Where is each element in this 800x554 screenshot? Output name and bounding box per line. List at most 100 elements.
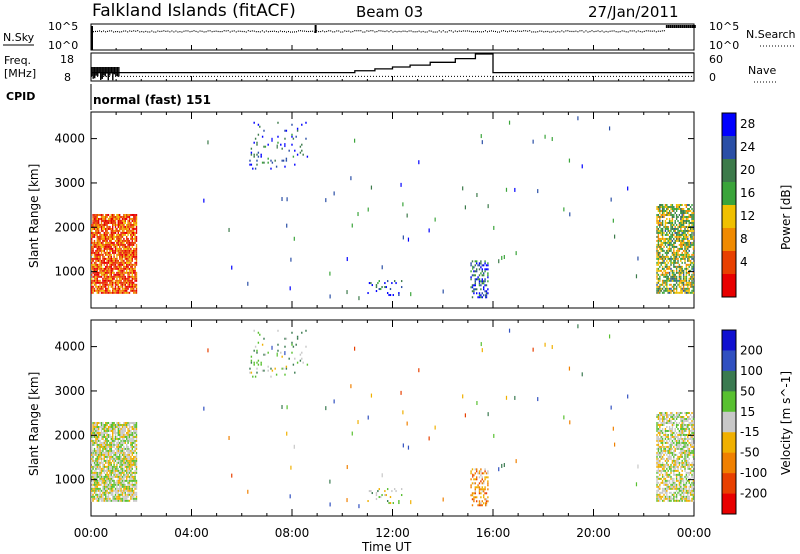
power-echo (134, 239, 136, 242)
power-echo (131, 225, 133, 228)
velocity-echo (100, 433, 103, 436)
velocity-echo (691, 483, 693, 486)
power-echo (109, 255, 111, 258)
velocity-echo (681, 453, 683, 456)
velocity-echo (667, 414, 669, 417)
power-echo (680, 275, 682, 278)
freq-mark (98, 67, 100, 74)
velocity-echo (667, 485, 669, 488)
power-echo (123, 271, 125, 274)
power-echo (681, 215, 683, 218)
power-echo (692, 277, 695, 280)
velocity-echo (684, 451, 686, 454)
velocity-echo (128, 493, 131, 496)
velocity-echo (131, 431, 133, 434)
velocity-echo (687, 455, 689, 458)
velocity-echo (503, 463, 505, 468)
velocity-echo (131, 463, 133, 466)
velocity-echo (664, 414, 667, 417)
velocity-echo (130, 479, 132, 482)
velocity-echo (664, 418, 667, 420)
noise-mark (689, 25, 692, 28)
velocity-echo (113, 485, 115, 488)
velocity-echo (133, 435, 135, 438)
velocity-echo (663, 449, 665, 452)
power-echo (657, 289, 660, 292)
power-echo (660, 237, 662, 240)
velocity-echo (123, 467, 125, 470)
power-echo (123, 259, 125, 262)
power-echo (105, 233, 107, 236)
velocity-echo (121, 461, 124, 464)
power-echo (666, 287, 668, 290)
velocity-echo (98, 437, 100, 440)
velocity-echo (685, 461, 688, 464)
power-echo (485, 294, 487, 299)
power-echo (130, 213, 132, 216)
velocity-echo (112, 439, 114, 442)
velocity-echo (105, 497, 107, 500)
velocity-echo (123, 483, 125, 486)
power-echo (294, 149, 296, 152)
velocity-echo (663, 463, 665, 466)
velocity-echo (131, 479, 133, 482)
noise-mark (241, 30, 243, 33)
power-echo (110, 237, 112, 240)
power-echo (106, 219, 108, 222)
velocity-echo (346, 465, 348, 470)
velocity-echo (126, 453, 128, 456)
power-echo (664, 219, 667, 222)
noise-mark (201, 30, 203, 32)
velocity-echo (121, 447, 124, 450)
power-echo (682, 219, 685, 222)
noise-mark (667, 25, 670, 28)
velocity-echo (682, 437, 685, 440)
velocity-echo (100, 481, 103, 484)
power-echo (117, 231, 119, 234)
power-echo (114, 219, 117, 222)
power-echo (106, 245, 108, 248)
power-echo (124, 253, 126, 256)
power-echo (689, 210, 692, 212)
power-echo (685, 233, 688, 236)
power-echo (464, 205, 466, 210)
power-echo (120, 263, 122, 266)
power-echo (95, 273, 97, 276)
velocity-echo (675, 445, 678, 448)
velocity-echo (99, 497, 101, 500)
power-echo (92, 281, 94, 284)
velocity-echo (117, 493, 119, 496)
velocity-echo (95, 439, 97, 442)
velocity-echo (691, 425, 693, 428)
velocity-echo (661, 467, 664, 470)
velocity-echo (675, 473, 678, 476)
velocity-echo (685, 449, 688, 452)
power-echo (680, 253, 682, 256)
velocity-echo (133, 475, 135, 478)
power-echo (675, 223, 678, 226)
velocity-echo (668, 447, 671, 450)
power-echo (664, 243, 667, 246)
velocity-echo (133, 459, 135, 462)
power-echo (661, 229, 664, 232)
velocity-echo (659, 445, 661, 448)
velocity-echo (127, 433, 129, 436)
power-echo (668, 289, 671, 292)
power-echo (249, 159, 251, 162)
velocity-echo (123, 421, 125, 424)
velocity-echo (103, 465, 105, 468)
power-echo (113, 215, 115, 218)
velocity-echo (484, 492, 486, 495)
power-echo (100, 229, 103, 232)
velocity-echo (106, 489, 108, 492)
velocity-echo (684, 418, 686, 420)
power-echo (670, 289, 672, 292)
power-echo (681, 217, 683, 220)
noise-mark (683, 25, 686, 28)
velocity-echo (477, 486, 479, 489)
velocity-echo (668, 473, 671, 476)
velocity-echo (124, 497, 126, 500)
velocity-echo (113, 473, 115, 476)
power-echo (105, 281, 107, 284)
power-echo (91, 239, 93, 242)
